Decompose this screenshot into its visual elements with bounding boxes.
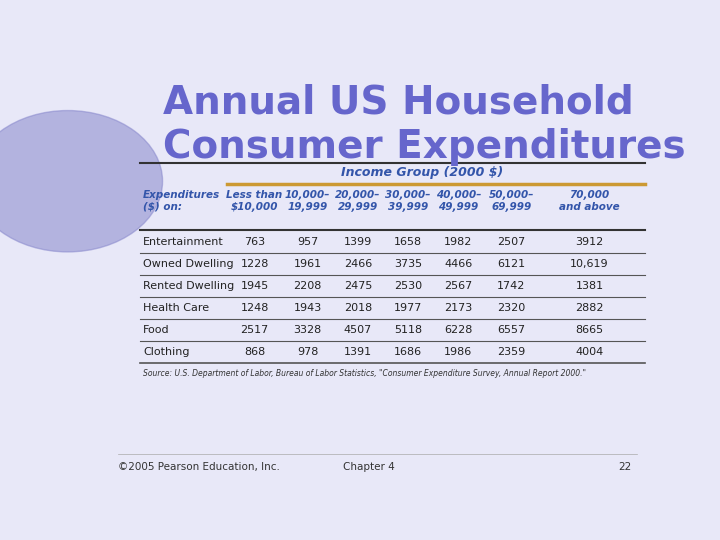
Text: 3735: 3735 bbox=[394, 259, 422, 269]
Text: Food: Food bbox=[143, 325, 170, 335]
Text: Source: U.S. Department of Labor, Bureau of Labor Statistics, "Consumer Expendit: Source: U.S. Department of Labor, Bureau… bbox=[143, 369, 586, 378]
Text: 1658: 1658 bbox=[394, 237, 422, 247]
Text: 10,000–
19,999: 10,000– 19,999 bbox=[285, 190, 330, 212]
Text: 1977: 1977 bbox=[394, 303, 422, 313]
Text: Clothing: Clothing bbox=[143, 347, 189, 357]
Text: 2173: 2173 bbox=[444, 303, 472, 313]
Text: 978: 978 bbox=[297, 347, 318, 357]
Text: 5118: 5118 bbox=[394, 325, 422, 335]
Text: 2466: 2466 bbox=[343, 259, 372, 269]
Text: 22: 22 bbox=[618, 462, 631, 472]
Text: Rented Dwelling: Rented Dwelling bbox=[143, 281, 234, 291]
Text: Expenditures
($) on:: Expenditures ($) on: bbox=[143, 190, 220, 212]
Text: 6228: 6228 bbox=[444, 325, 472, 335]
Text: 4004: 4004 bbox=[575, 347, 603, 357]
Text: 2018: 2018 bbox=[343, 303, 372, 313]
Text: 2359: 2359 bbox=[498, 347, 526, 357]
Text: 868: 868 bbox=[244, 347, 265, 357]
Text: 1399: 1399 bbox=[343, 237, 372, 247]
Text: 1686: 1686 bbox=[394, 347, 422, 357]
Text: 40,000–
49,999: 40,000– 49,999 bbox=[436, 190, 481, 212]
Circle shape bbox=[0, 111, 163, 252]
Text: 1986: 1986 bbox=[444, 347, 472, 357]
Text: 957: 957 bbox=[297, 237, 318, 247]
Text: 4507: 4507 bbox=[343, 325, 372, 335]
Text: 3328: 3328 bbox=[294, 325, 322, 335]
Text: Health Care: Health Care bbox=[143, 303, 209, 313]
Text: 2320: 2320 bbox=[498, 303, 526, 313]
Text: 2208: 2208 bbox=[294, 281, 322, 291]
Text: Annual US Household
Consumer Expenditures: Annual US Household Consumer Expenditure… bbox=[163, 84, 685, 166]
Text: 1391: 1391 bbox=[343, 347, 372, 357]
Text: 1945: 1945 bbox=[240, 281, 269, 291]
Text: 1943: 1943 bbox=[294, 303, 322, 313]
Text: 10,619: 10,619 bbox=[570, 259, 608, 269]
Text: 1381: 1381 bbox=[575, 281, 603, 291]
Text: 6121: 6121 bbox=[498, 259, 526, 269]
Text: 2475: 2475 bbox=[343, 281, 372, 291]
Text: Less than
$10,000: Less than $10,000 bbox=[227, 190, 283, 212]
Text: Entertainment: Entertainment bbox=[143, 237, 224, 247]
Text: 1961: 1961 bbox=[294, 259, 322, 269]
Text: 2517: 2517 bbox=[240, 325, 269, 335]
Text: 1228: 1228 bbox=[240, 259, 269, 269]
Text: 30,000–
39,999: 30,000– 39,999 bbox=[385, 190, 431, 212]
Text: Owned Dwelling: Owned Dwelling bbox=[143, 259, 233, 269]
Text: Income Group (2000 $): Income Group (2000 $) bbox=[341, 166, 503, 179]
Text: 1742: 1742 bbox=[497, 281, 526, 291]
Text: 50,000–
69,999: 50,000– 69,999 bbox=[489, 190, 534, 212]
Text: 70,000
and above: 70,000 and above bbox=[559, 190, 620, 212]
Text: 8665: 8665 bbox=[575, 325, 603, 335]
Text: 3912: 3912 bbox=[575, 237, 603, 247]
Text: 1982: 1982 bbox=[444, 237, 472, 247]
Text: 1248: 1248 bbox=[240, 303, 269, 313]
Text: ©2005 Pearson Education, Inc.: ©2005 Pearson Education, Inc. bbox=[118, 462, 280, 472]
Text: 2530: 2530 bbox=[394, 281, 422, 291]
Text: 6557: 6557 bbox=[498, 325, 526, 335]
Text: 2507: 2507 bbox=[498, 237, 526, 247]
Text: 2567: 2567 bbox=[444, 281, 472, 291]
Text: 763: 763 bbox=[244, 237, 265, 247]
Text: 20,000–
29,999: 20,000– 29,999 bbox=[335, 190, 381, 212]
Text: 4466: 4466 bbox=[444, 259, 472, 269]
Text: Chapter 4: Chapter 4 bbox=[343, 462, 395, 472]
Text: 2882: 2882 bbox=[575, 303, 603, 313]
